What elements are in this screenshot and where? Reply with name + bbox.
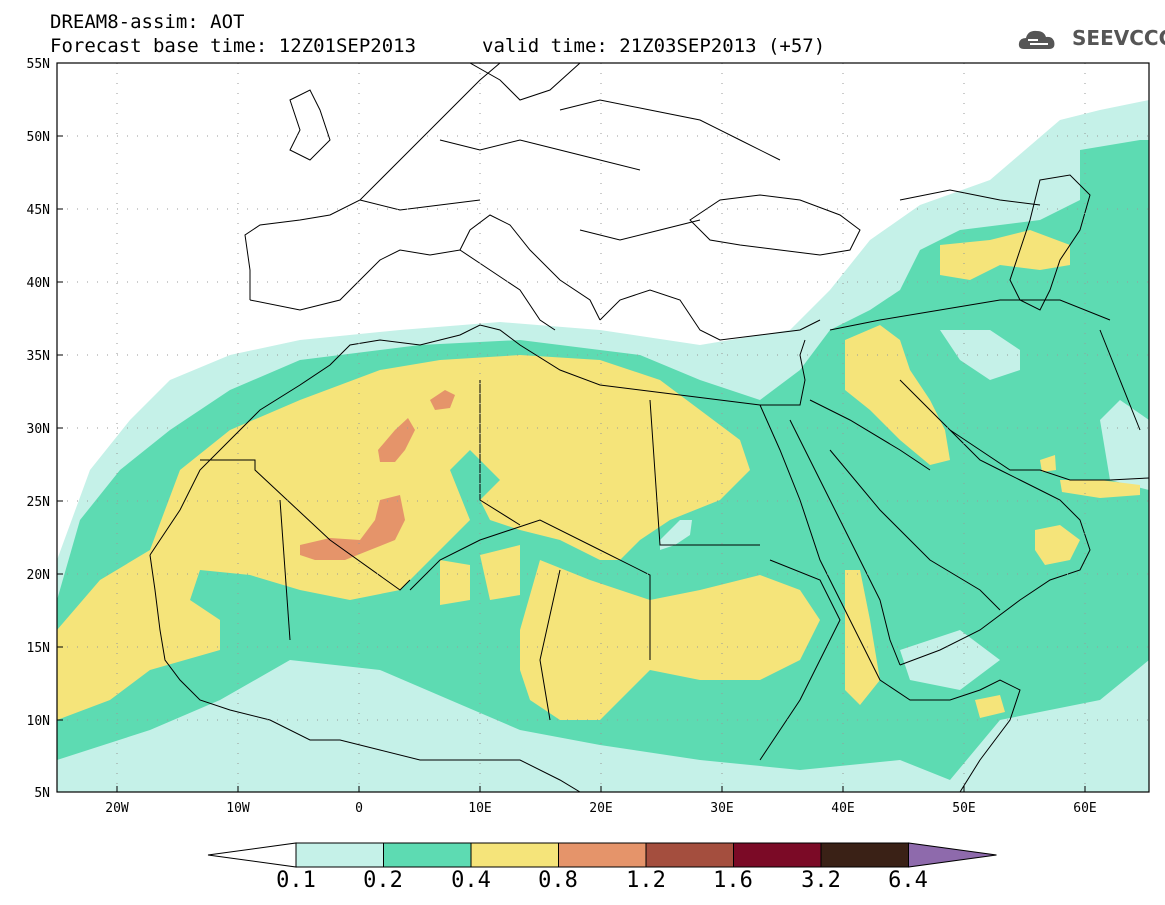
axis-ticks: [57, 62, 1086, 792]
lon-label: 0: [355, 801, 363, 816]
colorbar-label: 1.2: [626, 868, 666, 893]
colorbar-label: 3.2: [801, 868, 841, 893]
lon-label: 10E: [468, 801, 491, 816]
latitude-labels: 55N 50N 45N 40N 35N 30N 25N 20N 15N 10N …: [27, 57, 50, 801]
lat-label: 40N: [27, 276, 50, 291]
valid-time: valid time: 21Z03SEP2013 (+57): [482, 35, 826, 57]
coastlines: [149, 63, 1149, 792]
lon-label: 20W: [105, 801, 129, 816]
lat-label: 35N: [27, 349, 50, 364]
graticule: [57, 63, 1149, 792]
lon-label: 10W: [226, 801, 250, 816]
lon-label: 30E: [710, 801, 733, 816]
map-title: DREAM8-assim: AOT: [50, 11, 245, 33]
colorbar-label: 0.4: [451, 868, 491, 893]
logo-text: SEEVCCC: [1072, 26, 1165, 50]
aot-band-0.4-caspian: [940, 230, 1070, 280]
colorbar-label: 0.2: [363, 868, 403, 893]
lon-label: 50E: [952, 801, 975, 816]
lat-label: 45N: [27, 203, 50, 218]
cloud-logo-icon: [1018, 30, 1055, 49]
colorbar-label: 0.1: [276, 868, 316, 893]
lon-label: 40E: [831, 801, 854, 816]
longitude-labels: 20W 10W 0 10E 20E 30E 40E 50E 60E: [105, 801, 1096, 816]
lat-label: 50N: [27, 130, 50, 145]
lat-label: 20N: [27, 568, 50, 583]
aot-field: [57, 100, 1149, 792]
colorbar-label: 0.8: [538, 868, 578, 893]
forecast-base-time: Forecast base time: 12Z01SEP2013: [50, 35, 417, 57]
lat-label: 55N: [27, 57, 50, 72]
lat-label: 15N: [27, 641, 50, 656]
lon-label: 60E: [1073, 801, 1096, 816]
lat-label: 30N: [27, 422, 50, 437]
colorbar-label: 1.6: [713, 868, 753, 893]
aot-band-0.8: [300, 495, 405, 560]
lat-label: 25N: [27, 495, 50, 510]
lat-label: 10N: [27, 714, 50, 729]
aot-band-0.4-iraq: [845, 325, 950, 465]
lat-label: 5N: [34, 786, 50, 801]
lon-label: 20E: [589, 801, 612, 816]
aot-band-0.4-sahel: [520, 560, 820, 720]
colorbar-label: 6.4: [888, 868, 928, 893]
aot-band-0.4-sahara: [57, 355, 750, 720]
